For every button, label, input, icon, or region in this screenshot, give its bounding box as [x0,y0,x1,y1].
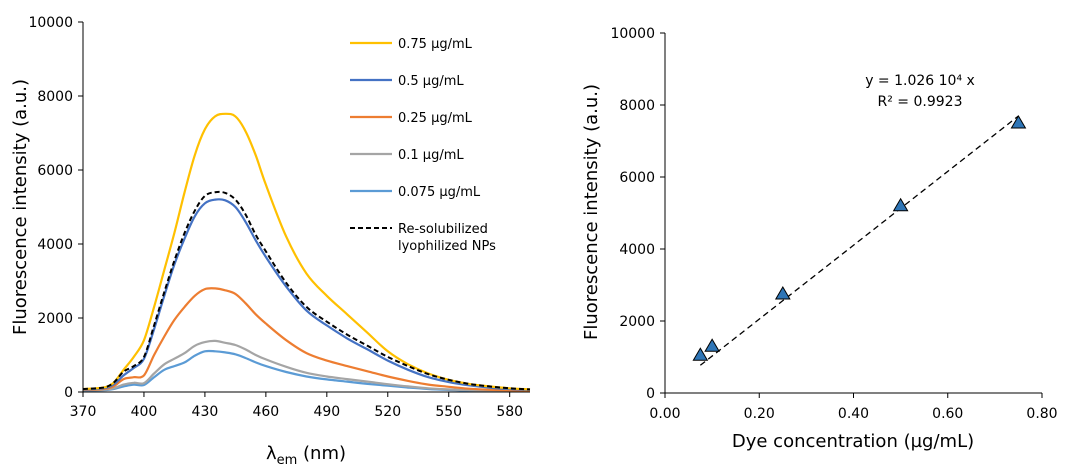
fit-r-squared: R² = 0.9923 [878,94,963,110]
left-y-tick-label: 0 [64,385,73,401]
spectrum-series-5 [82,190,531,391]
calibration-plot-area [692,115,1027,366]
left-x-axis-title: λem (nm) [266,443,346,464]
data-point-4 [1010,115,1027,129]
calibration-chart: 0.00 0.20 0.40 0.60 0.80 0 2000 4000 6000 8000 10… [581,26,1058,452]
left-x-tick-label: 370 [70,404,97,420]
spectrum-series-3 [82,339,531,393]
left-x-tick-label: 580 [496,404,523,420]
left-x-tick-label: 460 [252,404,279,420]
left-y-tick-label: 4000 [37,237,73,253]
left-x-ticks: 370 400 430 460 490 520 550 580 [70,392,523,420]
left-y-axis-title: Fluorescence intensity (a.u.) [10,79,31,335]
left-x-tick-label: 400 [131,404,158,420]
linear-fit-line [699,115,1019,366]
left-legend: 0.75 µg/mL 0.5 µg/mL 0.25 µg/mL 0.1 µg/mL 0.… [350,37,496,254]
right-x-tick-label: 0.80 [1026,406,1057,422]
right-y-tick-label: 10000 [610,26,655,42]
spectrum-series-1 [82,198,531,391]
legend-label-5-line-0: Re-solubilized [398,222,488,237]
right-x-tick-label: 0.40 [838,406,869,422]
legend-label-4: 0.075 µg/mL [398,185,481,200]
right-y-tick-label: 2000 [619,314,655,330]
left-x-tick-label: 490 [313,404,340,420]
left-x-tick-label: 550 [435,404,462,420]
data-point-2 [774,286,791,300]
spectrum-series-2 [82,287,531,392]
right-x-axis-title: Dye concentration (µg/mL) [732,431,974,452]
legend-label-0: 0.75 µg/mL [398,37,473,52]
emission-spectra-plot-area [82,112,531,393]
right-y-axis-title: Fluorescence intensity (a.u.) [581,84,602,340]
data-point-0 [692,347,709,361]
data-point-3 [892,197,909,212]
right-y-tick-label: 0 [646,386,655,402]
left-y-tick-label: 10000 [28,15,73,31]
right-x-tick-label: 0.60 [932,406,963,422]
left-y-ticks: 0 2000 4000 6000 8000 10000 [28,15,83,401]
data-point-1 [704,338,720,352]
left-y-tick-label: 8000 [37,89,73,105]
right-x-tick-label: 0.00 [649,406,680,422]
left-y-tick-label: 6000 [37,163,73,179]
left-y-tick-label: 2000 [37,311,73,327]
right-y-ticks: 0 2000 4000 6000 8000 10000 [610,26,665,402]
right-y-tick-label: 8000 [619,98,655,114]
fit-equation: y = 1.026 10⁴ x [865,73,975,89]
emission-spectra-chart: 370 400 430 460 490 520 550 580 0 2000 4000 6000 80… [10,15,531,464]
legend-label-2: 0.25 µg/mL [398,111,473,126]
right-x-ticks: 0.00 0.20 0.40 0.60 0.80 [649,393,1058,422]
right-y-tick-label: 4000 [619,242,655,258]
legend-label-5-line-1: lyophilized NPs [398,239,496,254]
right-y-tick-label: 6000 [619,170,655,186]
right-x-tick-label: 0.20 [744,406,775,422]
legend-label-3: 0.1 µg/mL [398,148,464,163]
legend-label-1: 0.5 µg/mL [398,74,464,89]
left-x-tick-label: 430 [192,404,219,420]
left-x-tick-label: 520 [374,404,401,420]
